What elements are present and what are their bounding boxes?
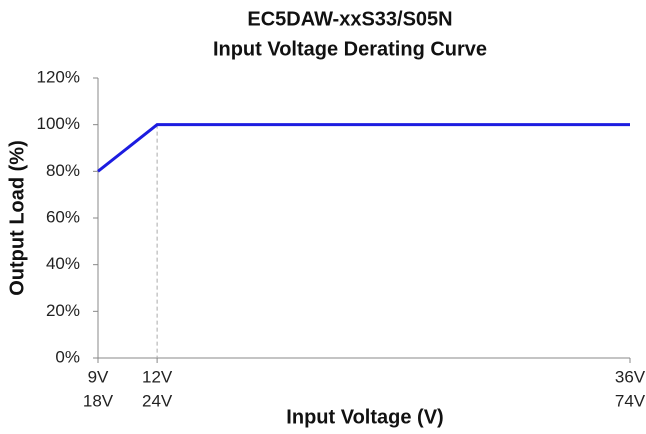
- y-tick-label: 0%: [55, 347, 80, 366]
- x2-tick-label: 24V: [142, 391, 173, 410]
- x-tick-label: 36V: [615, 367, 646, 386]
- y-tick-label: 60%: [46, 207, 80, 226]
- x-tick-label: 12V: [142, 367, 173, 386]
- y-tick-label: 20%: [46, 301, 80, 320]
- y-tick-label: 100%: [37, 114, 80, 133]
- chart-subtitle: Input Voltage Derating Curve: [213, 38, 487, 60]
- chart-title: EC5DAW-xxS33/S05N: [247, 8, 452, 30]
- y-tick-label: 80%: [46, 161, 80, 180]
- y-tick-label: 120%: [37, 67, 80, 86]
- x-axis-title: Input Voltage (V): [286, 406, 443, 428]
- x-tick-label: 9V: [88, 367, 109, 386]
- x2-tick-label: 74V: [615, 391, 646, 410]
- y-axis-title: Output Load (%): [6, 140, 28, 296]
- y-tick-label: 40%: [46, 254, 80, 273]
- series-line: [97, 123, 630, 173]
- x2-tick-label: 18V: [83, 391, 114, 410]
